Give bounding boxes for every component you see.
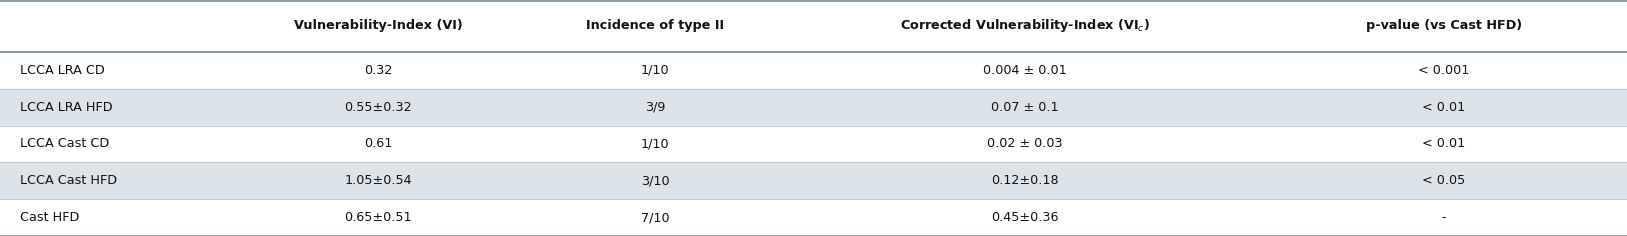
Bar: [0, 126, 1627, 162]
Bar: [0, 199, 1627, 236]
Text: p-value (vs Cast HFD): p-value (vs Cast HFD): [1367, 19, 1521, 33]
Text: < 0.05: < 0.05: [1422, 174, 1466, 187]
Text: 0.45±0.36: 0.45±0.36: [991, 211, 1059, 224]
Text: < 0.001: < 0.001: [1419, 64, 1469, 77]
Bar: [0, 52, 1627, 89]
Bar: [0, 89, 1627, 126]
Text: LCCA Cast HFD: LCCA Cast HFD: [20, 174, 117, 187]
Text: 0.12±0.18: 0.12±0.18: [991, 174, 1059, 187]
Text: 0.07 ± 0.1: 0.07 ± 0.1: [991, 101, 1059, 114]
Text: 1.05±0.54: 1.05±0.54: [345, 174, 412, 187]
Text: 0.61: 0.61: [364, 137, 392, 151]
Text: LCCA LRA HFD: LCCA LRA HFD: [20, 101, 112, 114]
Text: 7/10: 7/10: [641, 211, 669, 224]
Text: 0.65±0.51: 0.65±0.51: [345, 211, 412, 224]
Text: LCCA LRA CD: LCCA LRA CD: [20, 64, 104, 77]
Bar: [0, 162, 1627, 199]
Text: -: -: [1442, 211, 1446, 224]
Text: < 0.01: < 0.01: [1422, 101, 1466, 114]
Text: < 0.01: < 0.01: [1422, 137, 1466, 151]
Text: LCCA Cast CD: LCCA Cast CD: [20, 137, 109, 151]
Text: 3/9: 3/9: [644, 101, 665, 114]
Text: Incidence of type II: Incidence of type II: [586, 19, 724, 33]
Text: Corrected Vulnerability-Index (VI$_c$): Corrected Vulnerability-Index (VI$_c$): [900, 17, 1150, 34]
Text: 1/10: 1/10: [641, 64, 669, 77]
Text: 0.55±0.32: 0.55±0.32: [345, 101, 412, 114]
Text: 0.004 ± 0.01: 0.004 ± 0.01: [983, 64, 1067, 77]
Text: 1/10: 1/10: [641, 137, 669, 151]
Text: 3/10: 3/10: [641, 174, 669, 187]
Text: 0.32: 0.32: [364, 64, 392, 77]
Text: Cast HFD: Cast HFD: [20, 211, 78, 224]
Text: Vulnerability-Index (VI): Vulnerability-Index (VI): [294, 19, 462, 33]
Text: 0.02 ± 0.03: 0.02 ± 0.03: [988, 137, 1062, 151]
